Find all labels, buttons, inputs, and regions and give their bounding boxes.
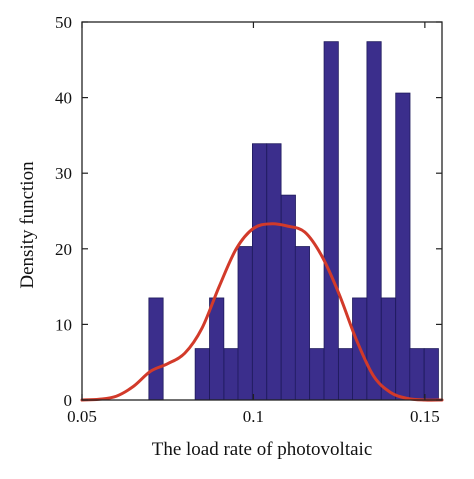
y-tick-label: 50 xyxy=(55,13,72,32)
histogram-bars xyxy=(148,41,439,401)
histogram-bar-11 xyxy=(323,41,339,401)
histogram-bar-1 xyxy=(148,297,164,401)
y-axis-label: Density function xyxy=(17,161,38,289)
histogram-bar-7 xyxy=(266,143,282,401)
plot-frame xyxy=(81,21,443,401)
y-tick-label: 0 xyxy=(64,391,73,410)
x-tick-label: 0.05 xyxy=(67,407,97,426)
y-tick-label: 40 xyxy=(55,89,72,108)
histogram-bar-15 xyxy=(380,297,397,401)
tick-labels: 0.05 0.1 0.15 0 10 20 30 40 50 xyxy=(55,13,440,426)
histogram-bar-10 xyxy=(309,348,325,401)
y-tick-label: 30 xyxy=(55,164,72,183)
y-tick-label: 20 xyxy=(55,240,72,259)
histogram-bar-3 xyxy=(209,297,225,401)
histogram-bar-9 xyxy=(294,246,310,401)
histogram-bar-12 xyxy=(338,348,354,401)
axes xyxy=(81,21,443,401)
histogram-bar-18 xyxy=(423,348,439,401)
histogram-bar-14 xyxy=(366,41,382,401)
y-tick-label: 10 xyxy=(55,315,72,334)
x-axis-label: The load rate of photovoltaic xyxy=(152,439,373,460)
x-tick-label: 0.15 xyxy=(410,407,440,426)
density-curve-line xyxy=(80,222,444,402)
histogram-bar-4 xyxy=(223,348,239,401)
histogram-bar-2 xyxy=(194,348,210,401)
histogram-bar-16 xyxy=(395,92,411,401)
x-tick-label: 0.1 xyxy=(243,407,264,426)
histogram-bar-17 xyxy=(409,348,425,401)
density-curve-layer xyxy=(80,222,444,402)
histogram-bar-6 xyxy=(251,143,268,401)
histogram-bar-5 xyxy=(237,246,253,401)
